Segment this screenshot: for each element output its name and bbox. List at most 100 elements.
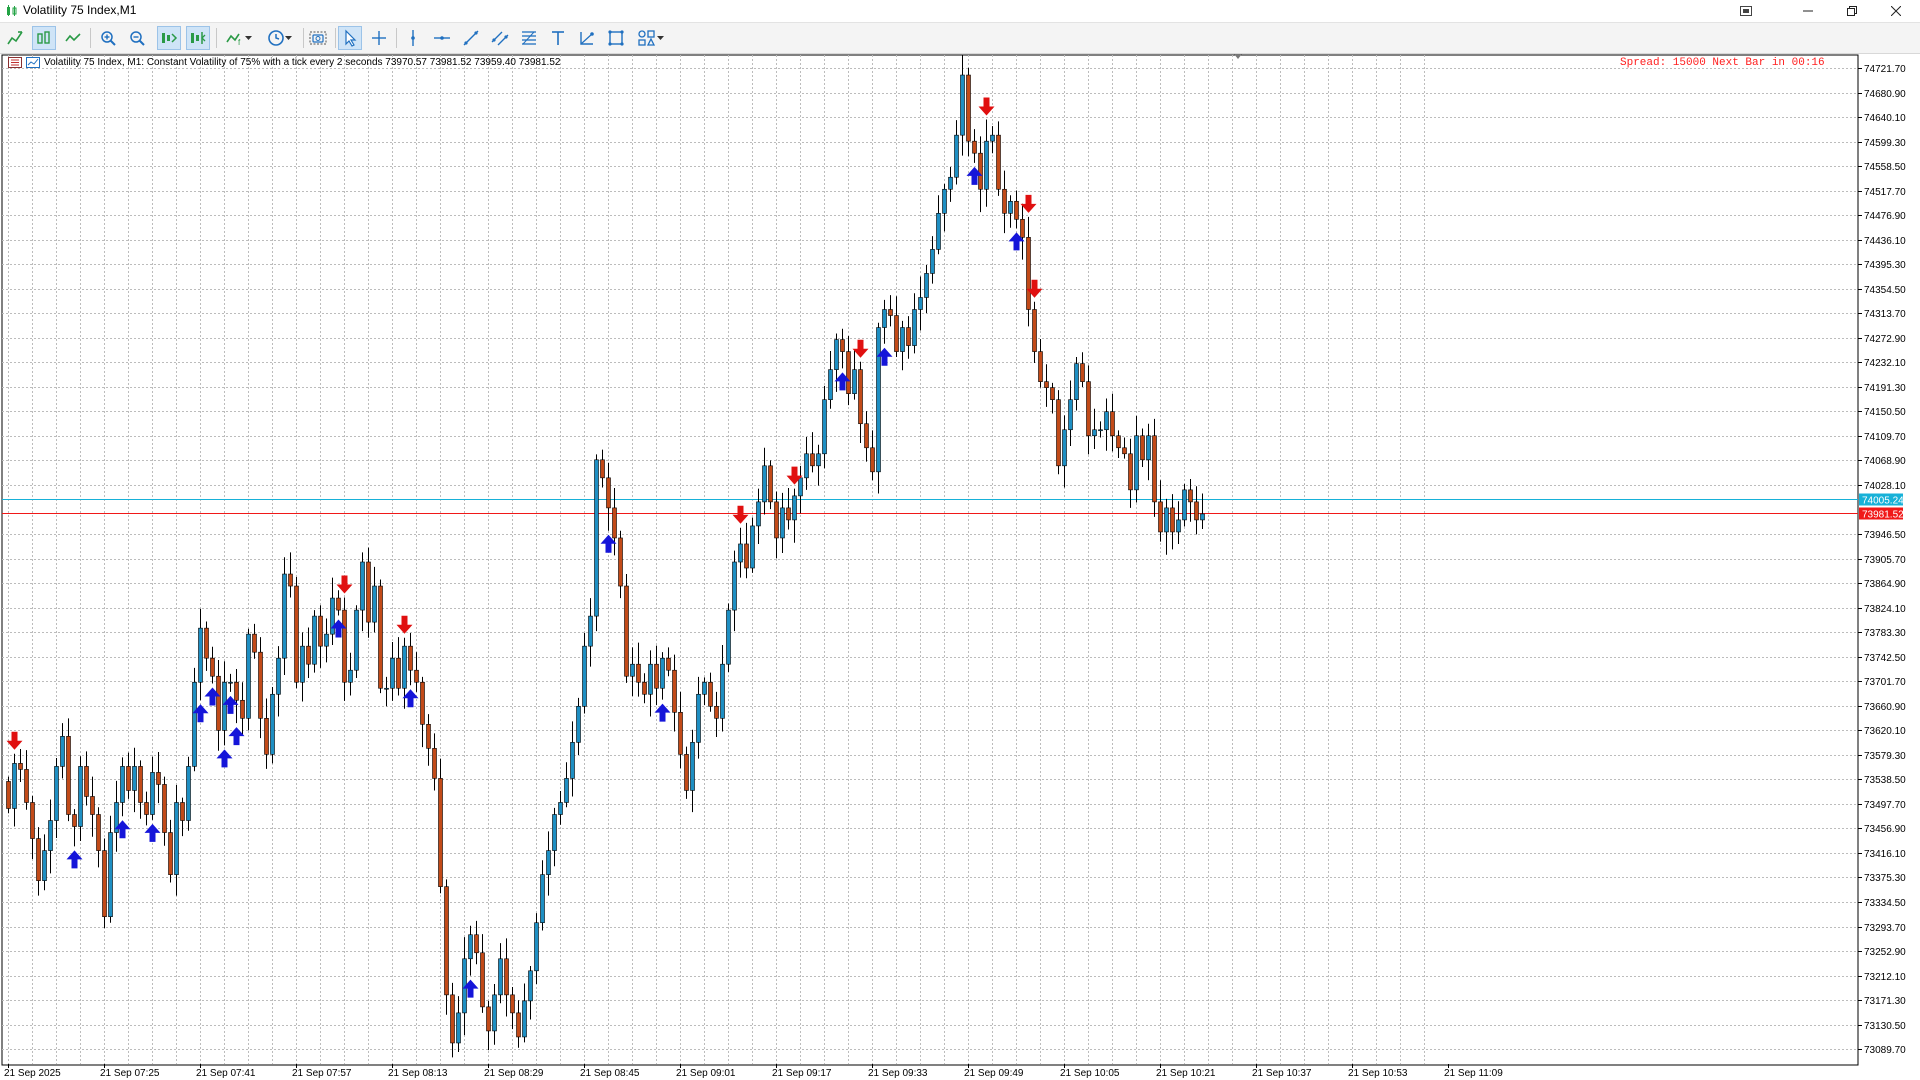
- price-chart[interactable]: 74721.70 74680.90 74640.10 74599.30 74558.50…: [0, 54, 1920, 1080]
- periods-button[interactable]: [262, 26, 298, 50]
- bear-candle: [744, 543, 749, 569]
- bear-candle: [426, 724, 431, 749]
- bull-candle: [198, 627, 203, 683]
- bull-candle: [828, 369, 833, 400]
- y-tick-label: 74395.30: [1864, 260, 1906, 271]
- bear-candle: [234, 681, 239, 701]
- indicators-button[interactable]: f: [221, 26, 257, 50]
- bear-candle: [318, 615, 323, 647]
- buy-arrow-icon: [600, 534, 617, 553]
- bear-candle: [612, 507, 617, 539]
- bull-candle: [120, 766, 125, 803]
- bear-candle: [486, 1006, 491, 1032]
- chart-window[interactable]: 74721.70 74680.90 74640.10 74599.30 74558.50…: [0, 54, 1920, 1080]
- bull-candle: [12, 763, 17, 809]
- bull-candle: [132, 766, 137, 791]
- new-order-button[interactable]: [3, 26, 27, 50]
- bull-candle: [630, 663, 635, 677]
- close-button[interactable]: [1874, 0, 1918, 22]
- text-tool-button[interactable]: [546, 26, 570, 50]
- screenshot-button[interactable]: [306, 26, 330, 50]
- autoscroll-button[interactable]: [157, 26, 181, 50]
- bull-candle: [384, 687, 389, 690]
- buy-arrow-icon: [216, 749, 233, 768]
- bear-candle: [396, 657, 401, 689]
- bull-candle: [1104, 411, 1109, 431]
- bear-candle: [378, 585, 383, 689]
- bull-candle: [1068, 399, 1073, 431]
- bull-candle: [756, 501, 761, 527]
- bear-candle: [840, 339, 845, 352]
- bear-candle: [996, 134, 1001, 190]
- sell-arrow-icon: [1026, 279, 1043, 298]
- zoom-in-button[interactable]: [96, 26, 120, 50]
- restore-button[interactable]: [1830, 0, 1874, 22]
- cursor-icon: [345, 29, 357, 47]
- bear-candle: [6, 781, 11, 809]
- buy-arrow-icon: [402, 689, 419, 708]
- crosshair-button[interactable]: [367, 26, 391, 50]
- bear-candle: [1080, 363, 1085, 382]
- bear-candle: [258, 651, 263, 719]
- y-tick-label: 73212.10: [1864, 972, 1906, 983]
- ask-price-label-bg: [1859, 493, 1903, 506]
- bull-candle: [540, 874, 545, 924]
- bear-candle: [618, 537, 623, 587]
- trendline-button[interactable]: [459, 26, 483, 50]
- vertical-line-button[interactable]: [401, 26, 425, 50]
- bull-candle: [984, 140, 989, 190]
- rectangle-button[interactable]: [604, 26, 628, 50]
- zoom-in-icon: [101, 31, 116, 46]
- x-tick-label: 21 Sep 07:41: [196, 1068, 256, 1079]
- minimize-button[interactable]: [1786, 0, 1830, 22]
- bear-candle: [96, 814, 101, 851]
- bear-candle: [306, 645, 311, 665]
- bull-candle: [324, 633, 329, 647]
- bear-candle: [450, 994, 455, 1044]
- sell-arrow-icon: [6, 731, 23, 750]
- bear-candle: [294, 585, 299, 683]
- bear-candle: [90, 796, 95, 815]
- bar-chart-button[interactable]: [32, 26, 56, 50]
- buy-arrow-icon: [876, 347, 893, 366]
- x-tick-label: 21 Sep 10:05: [1060, 1068, 1120, 1079]
- bull-candle: [492, 994, 497, 1032]
- bull-candle: [726, 609, 731, 665]
- fibonacci-button[interactable]: [517, 26, 541, 50]
- cursor-button[interactable]: [338, 26, 362, 50]
- bull-candle: [1134, 435, 1139, 491]
- bull-candle: [546, 850, 551, 875]
- line-chart-icon: [65, 33, 81, 42]
- equidistant-channel-button[interactable]: [488, 26, 512, 50]
- bear-candle: [18, 763, 23, 770]
- sell-arrow-shape: [336, 575, 353, 594]
- bear-candle: [642, 681, 647, 695]
- horizontal-line-button[interactable]: [430, 26, 454, 50]
- detach-icon[interactable]: [1724, 0, 1768, 22]
- bear-candle: [504, 958, 509, 996]
- buy-arrow-shape: [204, 687, 221, 706]
- chart-shift-button[interactable]: [186, 26, 210, 50]
- bear-candle: [288, 573, 293, 587]
- bear-candle: [420, 681, 425, 725]
- y-tick-label: 73089.70: [1864, 1045, 1906, 1056]
- chart-info-line: Volatility 75 Index, M1: Constant Volati…: [8, 57, 560, 68]
- x-tick-label: 21 Sep 10:21: [1156, 1068, 1216, 1079]
- bear-candle: [516, 1012, 521, 1038]
- bull-candle: [114, 802, 119, 833]
- y-tick-label: 74150.50: [1864, 407, 1906, 418]
- trade-icon: [8, 57, 22, 68]
- shapes-button[interactable]: [633, 26, 669, 50]
- zoom-out-button[interactable]: [125, 26, 149, 50]
- bull-candle: [954, 134, 959, 178]
- y-tick-label: 74558.50: [1864, 162, 1906, 173]
- line-chart-button[interactable]: [61, 26, 85, 50]
- buy-arrow-icon: [462, 979, 479, 998]
- bull-candle: [570, 742, 575, 779]
- buy-arrow-shape: [462, 979, 479, 998]
- arrow-label-button[interactable]: [575, 26, 599, 50]
- chevron-down-icon: [245, 36, 252, 40]
- sell-arrow-shape: [852, 339, 869, 358]
- bull-candle: [1092, 429, 1097, 437]
- bull-candle: [522, 1000, 527, 1038]
